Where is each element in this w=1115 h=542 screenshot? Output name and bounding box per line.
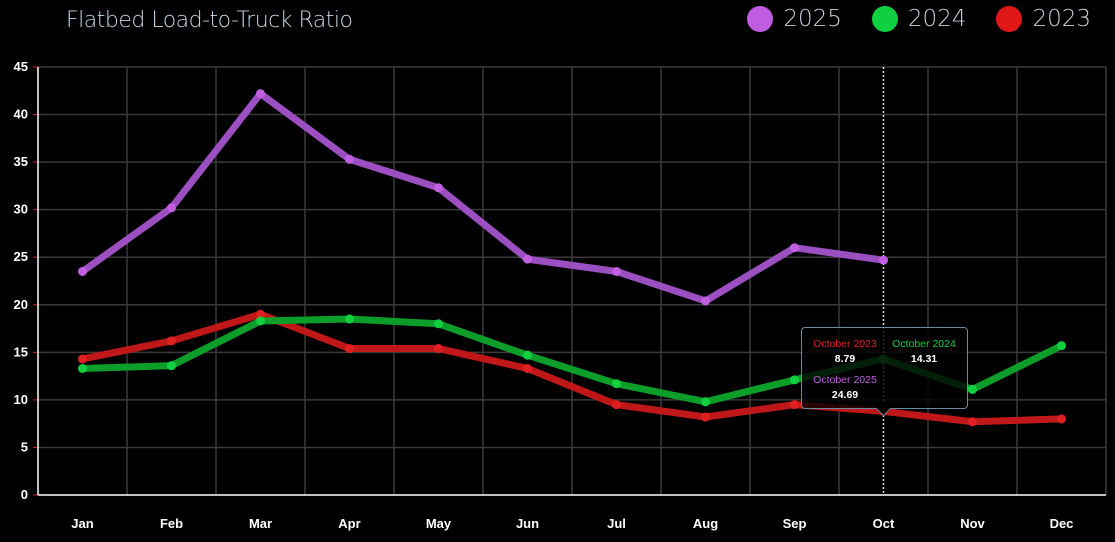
tooltip-label: October 2023 xyxy=(813,338,877,350)
data-point-2025 xyxy=(345,154,354,164)
data-point-2024 xyxy=(167,361,176,371)
data-point-2024 xyxy=(701,397,710,407)
data-point-2024 xyxy=(612,379,621,389)
legend-item-2023[interactable]: 2023 xyxy=(996,6,1091,32)
y-tick-label: 25 xyxy=(14,249,28,264)
x-tick-label: Jan xyxy=(71,516,93,531)
data-point-2024 xyxy=(790,375,799,385)
data-point-2025 xyxy=(790,243,799,253)
tooltip-entry-2024: October 2024 14.31 xyxy=(884,338,964,365)
x-tick-label: Oct xyxy=(873,516,895,531)
data-point-2023 xyxy=(701,412,710,422)
x-tick-label: Aug xyxy=(693,516,718,531)
legend-marker-icon xyxy=(996,6,1023,32)
data-point-2025 xyxy=(167,203,176,213)
x-tick-label: Jul xyxy=(607,516,626,531)
y-tick-label: 20 xyxy=(14,297,28,312)
chart-title: Flatbed Load-to-Truck Ratio xyxy=(66,8,353,33)
data-point-2024 xyxy=(345,314,354,324)
data-point-2024 xyxy=(78,364,87,374)
legend-marker-icon xyxy=(747,6,774,32)
y-tick-label: 35 xyxy=(14,154,28,169)
x-tick-label: Jun xyxy=(516,516,539,531)
data-point-2023 xyxy=(968,417,977,427)
legend-label: 2025 xyxy=(783,6,842,32)
legend-marker-icon xyxy=(871,6,898,32)
tooltip-label: October 2025 xyxy=(813,374,877,386)
y-tick-label: 40 xyxy=(14,107,28,122)
series-line-2023 xyxy=(79,310,1065,426)
data-point-2025 xyxy=(612,266,621,276)
legend-label: 2023 xyxy=(1032,6,1091,32)
legend: 2025 2024 2023 xyxy=(747,6,1091,32)
series-line-2025 xyxy=(79,90,887,305)
data-point-2025 xyxy=(701,296,710,306)
legend-item-2024[interactable]: 2024 xyxy=(871,6,967,32)
data-point-2023 xyxy=(790,400,799,410)
legend-item-2025[interactable]: 2025 xyxy=(747,6,842,32)
tooltip-value: 24.69 xyxy=(831,389,859,401)
tooltip-entry-2023: October 2023 8.79 xyxy=(805,338,885,365)
data-point-2025 xyxy=(879,255,888,265)
y-tick-label: 30 xyxy=(14,202,28,217)
data-point-2025 xyxy=(434,183,443,193)
tooltip-entry-2025: October 2025 24.69 xyxy=(805,374,885,401)
data-point-2024 xyxy=(256,316,265,326)
legend-label: 2024 xyxy=(907,6,967,32)
data-point-2025 xyxy=(523,254,532,264)
y-tick-label: 5 xyxy=(21,439,28,454)
x-tick-label: Apr xyxy=(338,516,360,531)
y-tick-label: 0 xyxy=(21,487,28,502)
data-point-2023 xyxy=(345,344,354,354)
y-tick-label: 45 xyxy=(14,59,28,74)
data-point-2023 xyxy=(167,336,176,346)
data-point-2023 xyxy=(612,400,621,410)
tooltip-value: 14.31 xyxy=(910,353,938,365)
tooltip: October 2023 8.79 October 2024 14.31 Oct… xyxy=(801,327,968,417)
x-tick-label: Sep xyxy=(783,516,807,531)
data-point-2023 xyxy=(256,309,265,319)
y-tick-label: 10 xyxy=(14,392,28,407)
data-point-2024 xyxy=(434,319,443,329)
data-point-2025 xyxy=(256,89,265,99)
data-point-2023 xyxy=(523,364,532,374)
x-tick-label: Nov xyxy=(960,516,985,531)
data-point-2023 xyxy=(1057,414,1066,424)
data-point-2025 xyxy=(78,266,87,276)
tooltip-label: October 2024 xyxy=(892,338,956,350)
y-tick-label: 15 xyxy=(14,344,28,359)
x-tick-label: Mar xyxy=(249,516,272,531)
x-tick-label: Dec xyxy=(1050,516,1074,531)
x-tick-label: Feb xyxy=(160,516,183,531)
data-point-2023 xyxy=(434,344,443,354)
data-point-2024 xyxy=(968,384,977,394)
data-point-2023 xyxy=(78,354,87,364)
x-tick-label: May xyxy=(426,516,452,531)
tooltip-value: 8.79 xyxy=(834,353,856,365)
data-point-2024 xyxy=(523,350,532,360)
data-point-2024 xyxy=(1057,341,1066,351)
